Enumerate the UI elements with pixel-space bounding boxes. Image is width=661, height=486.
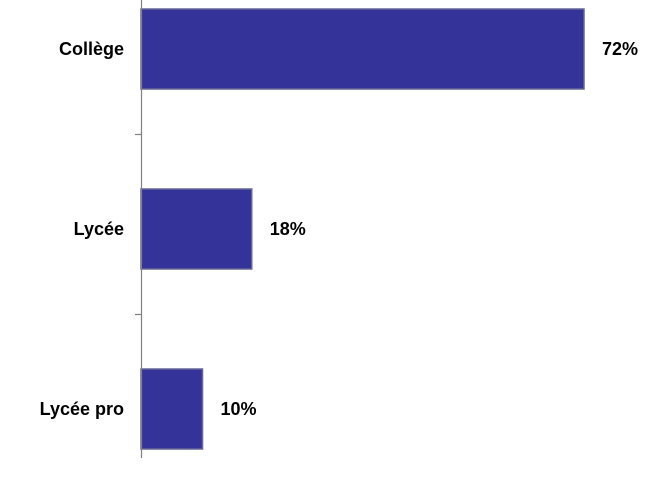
bar-college: [140, 8, 585, 90]
value-label-college: 72%: [602, 39, 638, 59]
value-label-lycee-pro: 10%: [221, 399, 257, 419]
bars-layer: [140, 8, 585, 450]
category-label-lycee: Lycée: [74, 219, 124, 239]
bar-lycee-pro: [140, 368, 204, 450]
labels-layer: Collège 72% Lycée 18% Lycée pro 10%: [40, 39, 638, 419]
category-label-college: Collège: [59, 39, 124, 59]
category-axis: [135, 0, 143, 458]
value-label-lycee: 18%: [270, 219, 306, 239]
category-label-lycee-pro: Lycée pro: [40, 399, 124, 419]
bar-lycee: [140, 188, 253, 270]
